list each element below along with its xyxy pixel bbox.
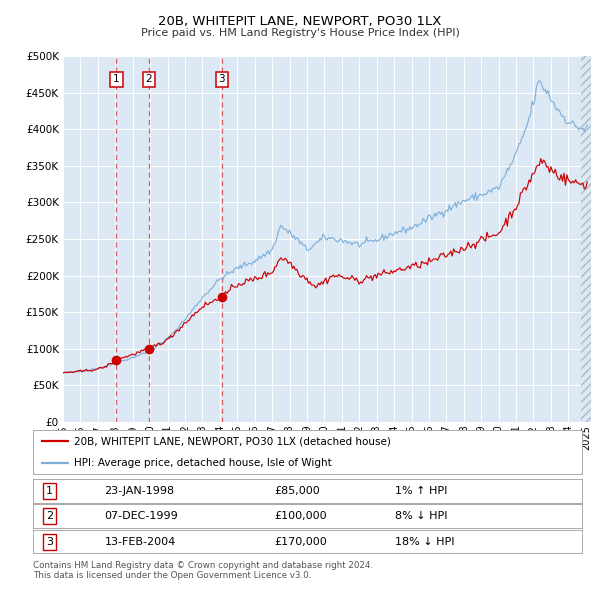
Text: 20B, WHITEPIT LANE, NEWPORT, PO30 1LX (detached house): 20B, WHITEPIT LANE, NEWPORT, PO30 1LX (d… xyxy=(74,437,391,447)
Text: Contains HM Land Registry data © Crown copyright and database right 2024.
This d: Contains HM Land Registry data © Crown c… xyxy=(33,560,373,580)
Text: 2: 2 xyxy=(46,512,53,521)
Text: 13-FEB-2004: 13-FEB-2004 xyxy=(104,537,176,546)
Text: 3: 3 xyxy=(218,74,225,84)
Text: £85,000: £85,000 xyxy=(275,486,320,496)
Text: 2: 2 xyxy=(145,74,152,84)
Text: HPI: Average price, detached house, Isle of Wight: HPI: Average price, detached house, Isle… xyxy=(74,458,332,468)
Text: 18% ↓ HPI: 18% ↓ HPI xyxy=(395,537,455,546)
Text: £170,000: £170,000 xyxy=(275,537,328,546)
Text: £100,000: £100,000 xyxy=(275,512,327,521)
Text: 8% ↓ HPI: 8% ↓ HPI xyxy=(395,512,448,521)
Text: 20B, WHITEPIT LANE, NEWPORT, PO30 1LX: 20B, WHITEPIT LANE, NEWPORT, PO30 1LX xyxy=(158,15,442,28)
Text: 23-JAN-1998: 23-JAN-1998 xyxy=(104,486,175,496)
Text: Price paid vs. HM Land Registry's House Price Index (HPI): Price paid vs. HM Land Registry's House … xyxy=(140,28,460,38)
Text: 07-DEC-1999: 07-DEC-1999 xyxy=(104,512,178,521)
Text: 3: 3 xyxy=(46,537,53,546)
Text: 1: 1 xyxy=(46,486,53,496)
Text: 1: 1 xyxy=(113,74,120,84)
Text: 1% ↑ HPI: 1% ↑ HPI xyxy=(395,486,448,496)
